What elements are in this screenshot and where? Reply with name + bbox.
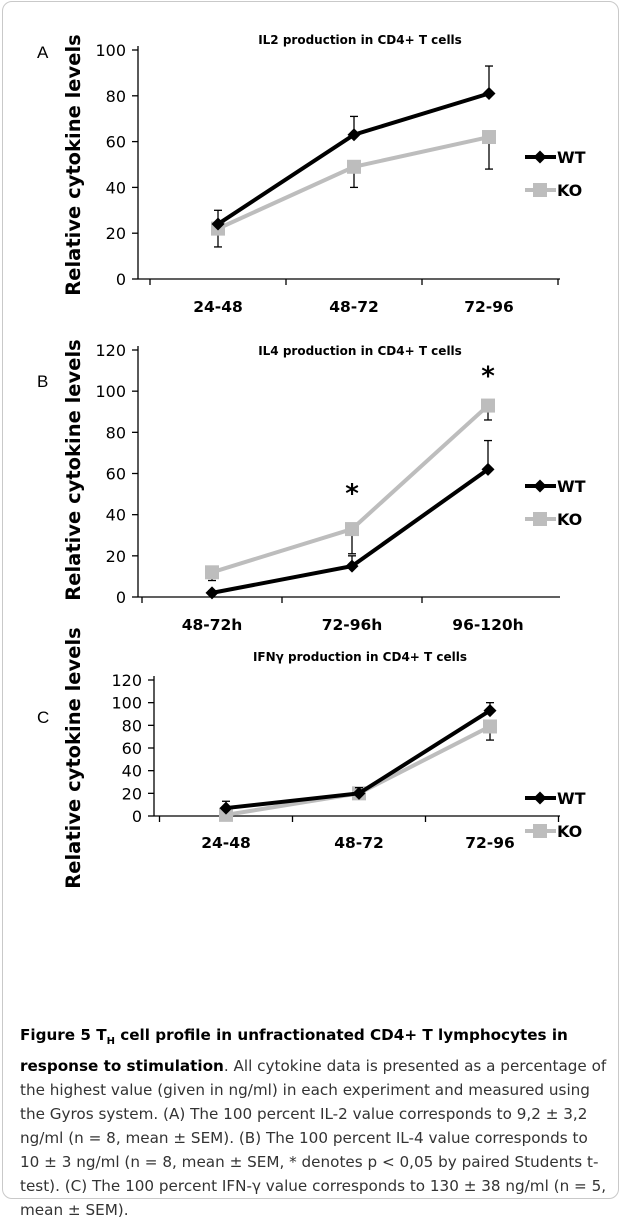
chart-title-b: IL4 production in CD4+ T cells [258,344,462,358]
data-point-c-ko-0 [219,807,233,822]
y-axis-label-c: Relative cytokine levels [62,627,85,889]
legend-marker-a-ko [533,183,547,197]
caption-body: . All cytokine data is presented as a pe… [20,1057,607,1220]
y-tick-label-b-60: 60 [106,465,126,484]
data-point-b-ko-1 [345,522,359,537]
figure-frame [2,1,619,1199]
data-point-c-wt-1 [352,786,366,800]
x-tick-label-c-1: 48-72 [334,834,384,852]
data-point-a-wt-2 [482,87,496,101]
x-tick-label-c-2: 72-96 [465,834,515,852]
data-point-a-ko-1 [347,159,361,174]
data-point-c-wt-0 [219,801,233,815]
panel-letter-a: A [37,43,49,62]
data-point-a-wt-0 [211,217,225,231]
chart-panel-c: C IFNγ production in CD4+ T cells Relative… [37,627,586,889]
chart-title-a: IL2 production in CD4+ T cells [258,33,462,47]
caption-figure-sub: H [106,1036,115,1048]
caption-figure-label: Figure 5 T [20,1026,107,1044]
chart-title-c: IFNγ production in CD4+ T cells [253,650,467,664]
series-line-a-wt [216,91,490,226]
x-tick-label-b-0: 48-72h [182,616,243,634]
data-point-b-wt-0 [205,586,219,600]
x-tick-label-b-1: 72-96h [322,616,383,634]
legend-marker-b-ko [533,512,547,526]
y-axis-label-a: Relative cytokine levels [62,34,85,296]
figure-caption: Figure 5 TH cell profile in unfractionat… [20,1023,610,1222]
y-tick-label-a-0: 0 [116,270,126,289]
legend-label-b-ko: KO [557,510,582,529]
x-tick-label-c-0: 24-48 [201,834,251,852]
y-tick-label-c-80: 80 [122,716,142,735]
y-tick-label-a-80: 80 [106,87,126,106]
y-tick-label-c-60: 60 [122,739,142,758]
data-point-c-ko-2 [483,719,497,734]
caption-lead: Figure 5 TH cell profile in unfractionat… [20,1026,568,1075]
y-tick-label-b-0: 0 [116,588,126,607]
legend-label-b-wt: WT [557,477,586,496]
panel-letter-b: B [37,372,48,391]
y-tick-label-b-100: 100 [95,382,126,401]
data-point-b-ko-0 [205,565,219,580]
legend-marker-b-wt [533,479,547,493]
y-tick-label-a-100: 100 [95,41,126,60]
legend-marker-c-ko [533,824,547,838]
legend-label-a-wt: WT [557,148,586,167]
significance-star-b-0: * [345,479,359,509]
data-point-a-wt-1 [347,128,361,142]
data-point-a-ko-2 [482,130,496,145]
y-tick-label-c-40: 40 [122,762,142,781]
y-tick-label-b-120: 120 [95,341,126,360]
y-tick-label-c-100: 100 [111,694,142,713]
y-tick-label-a-40: 40 [106,178,126,197]
y-tick-label-c-120: 120 [111,671,142,690]
legend-label-c-ko: KO [557,822,582,841]
y-tick-label-c-20: 20 [122,784,142,803]
legend-label-c-wt: WT [557,789,586,808]
data-point-b-ko-2 [481,398,495,413]
x-tick-label-a-1: 48-72 [329,298,379,316]
chart-panel-a: A IL2 production in CD4+ T cells Relative … [37,33,586,316]
legend-label-a-ko: KO [557,181,582,200]
data-point-b-wt-1 [345,559,359,573]
y-tick-label-b-20: 20 [106,547,126,566]
x-tick-label-a-2: 72-96 [464,298,514,316]
y-axis-label-b: Relative cytokine levels [62,339,85,601]
y-tick-label-c-0: 0 [132,807,142,826]
y-tick-label-b-40: 40 [106,506,126,525]
legend-marker-a-wt [533,150,547,164]
data-point-b-wt-2 [481,462,495,476]
series-line-c-ko [225,724,491,817]
data-point-c-wt-2 [483,704,497,718]
y-tick-label-b-80: 80 [106,423,126,442]
chart-panel-b: B IL4 production in CD4+ T cells Relative … [37,339,586,634]
panel-letter-c: C [37,708,49,727]
legend-marker-c-wt [533,791,547,805]
y-tick-label-a-60: 60 [106,133,126,152]
caption-figure-title: cell profile in unfractionated CD4+ T ly… [20,1026,568,1076]
significance-star-b-1: * [481,362,495,392]
y-tick-label-a-20: 20 [106,224,126,243]
x-tick-label-a-0: 24-48 [193,298,243,316]
x-tick-label-b-2: 96-120h [452,616,523,634]
